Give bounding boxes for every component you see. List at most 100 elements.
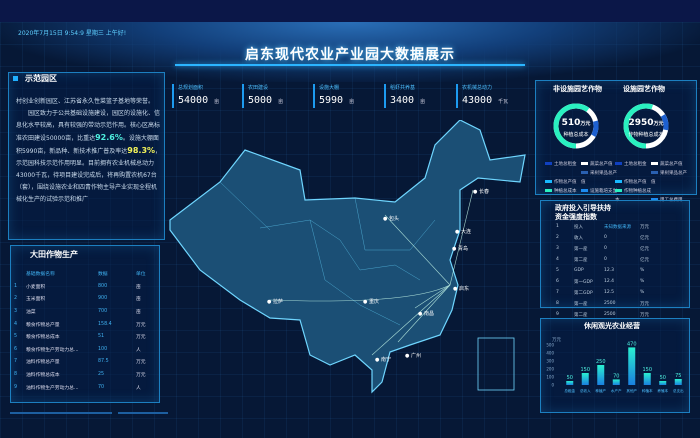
leisure-panel bbox=[540, 318, 690, 413]
legend-item: 作物总产值 bbox=[615, 178, 651, 187]
city-marker[interactable]: ● 广州 bbox=[405, 353, 421, 359]
title-marker-icon bbox=[13, 76, 18, 81]
donut-title: 非设施园艺作物 bbox=[553, 85, 602, 93]
x-tick-label: 水产产 bbox=[611, 388, 622, 393]
donut-value: 2950万元 bbox=[628, 118, 664, 128]
divider bbox=[10, 412, 112, 414]
pct-highlight-1: 92.6% bbox=[95, 133, 123, 142]
city-marker[interactable]: ● 南宁 bbox=[375, 357, 391, 363]
bar-value-label: 250 bbox=[596, 359, 606, 365]
legend-item: 蔬菜总产值 bbox=[651, 160, 687, 169]
y-tick-label: 0 bbox=[551, 383, 554, 388]
stat-card: 总规划面积 54000 亩 bbox=[172, 84, 219, 108]
table-row[interactable]: 1 投入 未知数据来源 万元 bbox=[556, 224, 649, 230]
table-row[interactable]: 4 粮食作物总产量 158.4 万元 bbox=[14, 321, 146, 328]
gov-table: 1 投入 未知数据来源 万元 2 收入 0 亿元 3 第一産 0 亿元 4 第二産 0 亿元 5 GDP 12.3%… bbox=[556, 221, 657, 320]
table-row[interactable]: 1 小麦面积 800 亩 bbox=[14, 283, 141, 290]
city-marker[interactable]: ● 拉萨 bbox=[267, 299, 283, 305]
field-crops-title: 大田作物生产 bbox=[30, 250, 78, 259]
bar bbox=[674, 379, 682, 385]
donut-legend: 土地总租金蔬菜总产值作物总产值果树果品总产值作物种植总成本用工总费用 bbox=[615, 160, 690, 205]
bar-value-label: 150 bbox=[642, 367, 652, 373]
y-tick-label: 300 bbox=[546, 359, 554, 364]
table-row[interactable]: 8 油料作物总成本 25 万元 bbox=[14, 371, 146, 378]
table-row[interactable]: 5 粮食作物总成本 51 万元 bbox=[14, 334, 146, 341]
bar-value-label: 150 bbox=[580, 367, 590, 373]
legend-item: 种植总成本 bbox=[545, 187, 581, 196]
donut-caption: 作物种植总成本 bbox=[628, 132, 664, 138]
pct-highlight-2: 98.3% bbox=[127, 146, 156, 155]
gov-title-1: 政府投入引导扶持 bbox=[555, 204, 611, 212]
legend-item: 蔬菜总产值 bbox=[581, 160, 617, 169]
table-row[interactable]: 2 收入 0 亿元 bbox=[556, 235, 649, 241]
map-outline bbox=[169, 120, 526, 394]
donut-segment bbox=[553, 103, 599, 149]
flight-lines bbox=[269, 189, 474, 356]
gov-panel bbox=[540, 200, 690, 308]
y-tick-label: 100 bbox=[546, 375, 554, 380]
donut-title: 设施园艺作物 bbox=[623, 85, 665, 93]
donut-segment bbox=[553, 103, 599, 149]
field-crops-table: 基础数据名称 数据 单位 1 小麦面积 800 亩 2 玉米面积 900 亩 3 油菜 700 亩 4 粮食作… bbox=[14, 266, 160, 393]
province-borders bbox=[219, 181, 436, 326]
y-tick-label: 400 bbox=[546, 351, 554, 356]
y-axis-unit: 万元 bbox=[552, 337, 561, 343]
bar-value-label: 70 bbox=[613, 373, 619, 379]
intro-panel bbox=[8, 72, 165, 240]
y-tick-label: 500 bbox=[546, 343, 554, 348]
legend-item: 果树果品总产值 bbox=[651, 171, 687, 185]
city-marker[interactable]: ● 大连 bbox=[455, 229, 471, 235]
stat-card: 农田建设 5000 亩 bbox=[242, 84, 283, 108]
donut-legend: 土地总租金 蔬菜总产值作物总产值采树果品总产值种植总成本 设施栽培支出 bbox=[545, 160, 620, 196]
legend-item: 设施栽培支出 bbox=[581, 187, 617, 196]
bar bbox=[581, 373, 589, 385]
bar bbox=[597, 365, 605, 385]
bar bbox=[643, 373, 651, 385]
donut-value: 510万元 bbox=[561, 118, 591, 128]
table-row[interactable]: 4 第二産 0 亿元 bbox=[556, 257, 649, 263]
table-row[interactable]: 5 GDP 12.3% bbox=[556, 268, 645, 273]
city-marker[interactable]: ● 南昌 bbox=[418, 311, 434, 317]
table-row[interactable]: 8 第一産 2500 万元 bbox=[556, 301, 649, 307]
bar-value-label: 470 bbox=[627, 341, 637, 347]
city-marker[interactable]: ● 青岛 bbox=[452, 246, 468, 252]
china-map[interactable] bbox=[160, 120, 530, 420]
x-tick-label: 种植产 bbox=[595, 388, 606, 393]
page-title: 启东现代农业产业园大数据展示 bbox=[245, 47, 455, 63]
intro-title: 示范园区 bbox=[25, 74, 57, 83]
table-row[interactable]: 6 第一GDP 12.4% bbox=[556, 279, 645, 285]
bar-value-label: 50 bbox=[567, 375, 573, 381]
donut-segment bbox=[623, 103, 669, 149]
bar-value-label: 75 bbox=[675, 373, 681, 379]
bar bbox=[628, 347, 636, 385]
intro-text[interactable]: 村创业创新园区、江苏省永久性菜篮子基地等荣誉。 园区致力于公共基础设施建设，园区… bbox=[16, 96, 162, 234]
table-row[interactable]: 7 第二GDP 12.5% bbox=[556, 290, 645, 296]
bar bbox=[612, 379, 620, 385]
legend-item: 土地总租金 bbox=[615, 160, 651, 169]
bar bbox=[659, 381, 667, 385]
datetime: 2020年7月15日 9:54:9 星期三 上午好! bbox=[18, 30, 127, 37]
stat-card: 稻虾共养基 3400 亩 bbox=[384, 84, 425, 108]
chart-title: 休闲观光农业经营 bbox=[584, 322, 640, 330]
bar-chart: 万元 0 100 200 300 400 500 50 总租金 150 总收入 250 种植产 70 水产产… bbox=[546, 337, 684, 393]
table-row[interactable]: 7 油料作物总产量 87.5 万元 bbox=[14, 359, 146, 366]
x-tick-label: 养殖本 bbox=[657, 388, 668, 393]
city-marker[interactable]: ● 重庆 bbox=[363, 299, 379, 305]
y-tick-label: 200 bbox=[546, 367, 554, 372]
legend-item: 作物总产值 bbox=[545, 178, 581, 187]
bar bbox=[566, 381, 574, 385]
intro-p2: 园区致力于公共基础设施建设，园区的设施化、信息化水平较高，具有较强的带动示范作用… bbox=[16, 110, 162, 203]
city-marker[interactable]: ● 长春 bbox=[473, 189, 489, 195]
top-bar bbox=[0, 0, 700, 22]
table-row[interactable]: 2 玉米面积 900 亩 bbox=[14, 296, 141, 303]
table-row[interactable]: 9 油料作物生产劳动力总... 70 人 bbox=[14, 384, 141, 391]
city-marker[interactable]: ● 启东 bbox=[453, 286, 469, 292]
x-tick-label: 其他产 bbox=[626, 388, 637, 393]
table-row[interactable]: 6 粮食作物生产劳动力总... 100 人 bbox=[14, 346, 141, 353]
table-row[interactable]: 3 油菜 700 亩 bbox=[14, 308, 141, 315]
table-row[interactable]: 9 第二産 2500 万元 bbox=[556, 312, 649, 318]
city-marker[interactable]: ● 包头 bbox=[383, 216, 399, 222]
table-row[interactable]: 3 第一産 0 亿元 bbox=[556, 246, 649, 252]
donut-caption: 种植总成本 bbox=[563, 132, 589, 138]
donut-chart bbox=[553, 103, 599, 149]
